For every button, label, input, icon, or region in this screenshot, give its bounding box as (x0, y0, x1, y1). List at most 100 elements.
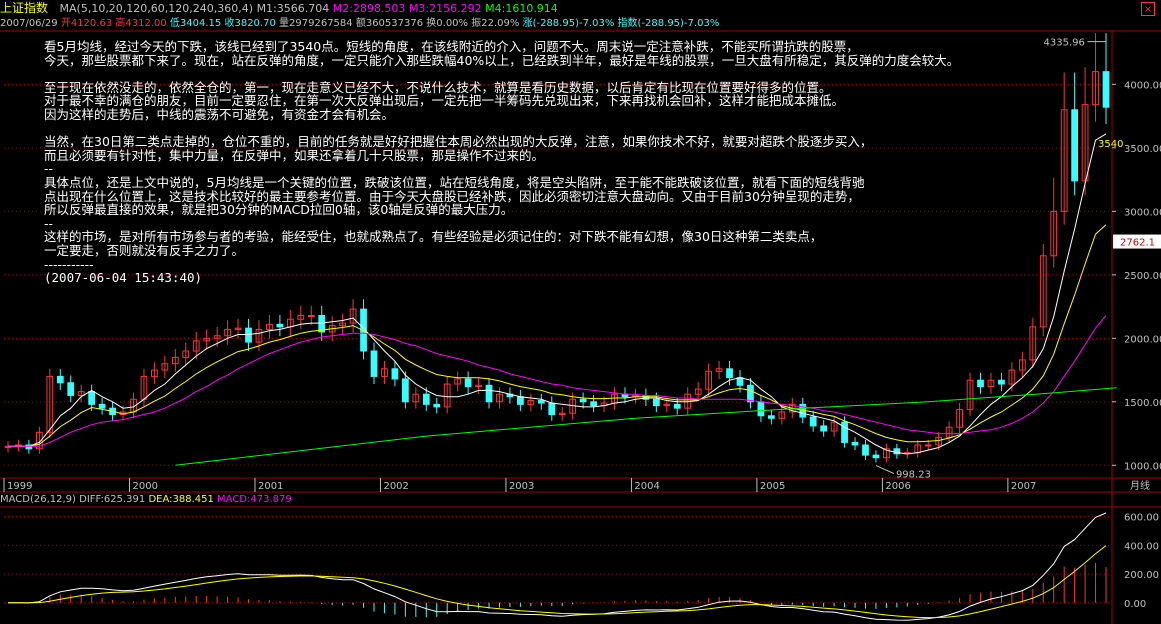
candle-body (998, 379, 1005, 385)
candle-body (266, 323, 273, 330)
candle-body (705, 370, 713, 390)
commentary-line: ----------- (44, 256, 94, 272)
candle-body (517, 396, 524, 405)
candle-body (945, 426, 953, 438)
ma60-line (175, 387, 1117, 466)
macd-value: MACD:473.879 (217, 494, 292, 505)
macd-dea: DEA:388.451 (148, 494, 214, 505)
x-tick-label: 1999 (7, 481, 32, 492)
candle-body (171, 356, 179, 365)
candle-body (203, 337, 211, 342)
candle-body (1039, 255, 1047, 328)
macd-tick-label: 400.00 (1124, 541, 1159, 552)
candle-body (1102, 71, 1110, 108)
candle-body (213, 335, 221, 339)
candle-body (464, 378, 472, 388)
ma20-line (8, 315, 1107, 447)
commentary-line: 当然，在30日第二类点走掉的，仓位不重的，目前的任务就是好好把握住本周必然出现的… (44, 134, 873, 150)
commentary-line: 具体点位，还是上文中说的，5月均线是一个关键的位置，跌破该位置，站在短线角度，将… (44, 174, 865, 190)
candle-body (454, 378, 462, 385)
candle-body (475, 384, 482, 388)
candle-body (841, 421, 848, 443)
candle-body (987, 379, 995, 388)
last-label: 3540 (1098, 139, 1123, 150)
header-open: 开4120.63 (60, 18, 113, 29)
macd-label: MACD(26,12,9) (0, 494, 76, 505)
commentary-line: 今天，那些股票都下来了。现在，站在反弹的角度，一定只能介入那些跌幅40%以上，已… (44, 52, 960, 68)
macd-tick-label: 200.00 (1124, 570, 1159, 581)
candle-body (883, 448, 890, 459)
candle-body (757, 401, 765, 417)
price-tag: 2762.1 (1120, 238, 1155, 249)
commentary-line: 对于最不幸的满仓的朋友，目前一定要忍住，在第一次大反弹出现后，一定先把一半筹码先… (44, 93, 845, 109)
candle-body (1008, 369, 1016, 385)
candle-body (349, 308, 357, 324)
period-label: 月线 (1130, 479, 1150, 492)
ma-m4: M4:1610.914 (485, 2, 558, 15)
y-tick-label: 3500.00 (1124, 144, 1161, 155)
candle-body (715, 368, 723, 372)
commentary-line: 至于现在依然没走的，依然全仓的，第一，现在走意义已经不大，不说什么技术，就算是看… (44, 79, 832, 95)
commentary-line (44, 122, 1064, 136)
diff-line (7, 512, 1107, 621)
header-turnover: 换0.00% (426, 18, 469, 29)
candle-body (307, 314, 315, 317)
candle-body (46, 375, 54, 433)
header-index: 指数(-288.95)-7.03% (617, 18, 720, 29)
commentary-line: -- (44, 161, 54, 177)
candle-body (893, 448, 901, 455)
candle-body (1018, 359, 1026, 371)
indicator-header: 上证指数 MA(5,10,20,120,60,120,240,360,4) M1… (0, 0, 1161, 17)
x-tick-label: 2007 (1011, 481, 1036, 492)
commentary-text: 看5月均线，经过今天的下跌，该线已经到了3540点。短线的角度，在该线附近的介入… (44, 40, 1064, 285)
x-tick-label: 2006 (885, 481, 910, 492)
header-date: 2007/06/29 (0, 18, 58, 29)
commentary-line: 因为这样的走势后，中线的震荡不可避免，有资金才会有机会。 (44, 106, 395, 122)
candle-body (318, 314, 326, 333)
candle-body (924, 444, 932, 447)
macd-diff: DIFF:625.391 (79, 494, 146, 505)
candle-body (67, 382, 75, 396)
commentary-line: -- (44, 215, 54, 231)
candle-body (192, 340, 200, 352)
candle-body (809, 416, 817, 427)
price-header: 2007/06/29 开4120.63 高4312.00 低3404.15 收3… (0, 17, 1161, 31)
header-change: 涨(-288.95)-7.03% (522, 18, 615, 29)
candle-body (527, 400, 535, 405)
candle-body (966, 379, 974, 410)
candle-body (443, 383, 451, 408)
candle-body (663, 403, 671, 407)
candle-body (830, 421, 838, 432)
header-amplitude: 振22.09% (471, 18, 520, 29)
commentary-line: 这样的市场，是对所有市场参与者的考验，能经受住，也就成熟点了。有些经验是必须记住… (44, 229, 823, 245)
candle-body (747, 384, 754, 403)
candle-body (381, 368, 388, 377)
macd-header: MACD(26,12,9) DIFF:625.391 DEA:388.451 M… (0, 493, 292, 507)
ma-m3: M3:2156.292 (408, 2, 482, 15)
candle-body (862, 444, 869, 456)
close-icon[interactable]: × (1141, 2, 1155, 16)
candle-body (590, 401, 597, 407)
candle-body (1092, 71, 1099, 106)
ma10-line (8, 224, 1107, 447)
y-tick-label: 2500.00 (1124, 271, 1161, 282)
dea-line (7, 545, 1107, 619)
macd-tick-label: 600.00 (1124, 513, 1159, 524)
candle-body (548, 402, 556, 416)
macd-tick-label: 0.00 (1124, 599, 1146, 610)
y-tick-label: 1000.00 (1124, 461, 1161, 472)
candle-body (652, 398, 660, 407)
ma-m2: M2:2898.503 (332, 2, 406, 15)
candle-body (977, 379, 984, 388)
candle-body (496, 393, 503, 403)
candle-body (1029, 326, 1037, 361)
candle-body (433, 403, 441, 408)
candle-body (339, 322, 347, 327)
candle-body (820, 425, 828, 432)
header-high: 高4312.00 (115, 18, 167, 29)
x-tick-label: 2004 (634, 481, 659, 492)
x-tick-label: 2005 (760, 481, 785, 492)
index-title: 上证指数 (0, 1, 49, 15)
header-amount: 额360537376 (355, 18, 424, 29)
